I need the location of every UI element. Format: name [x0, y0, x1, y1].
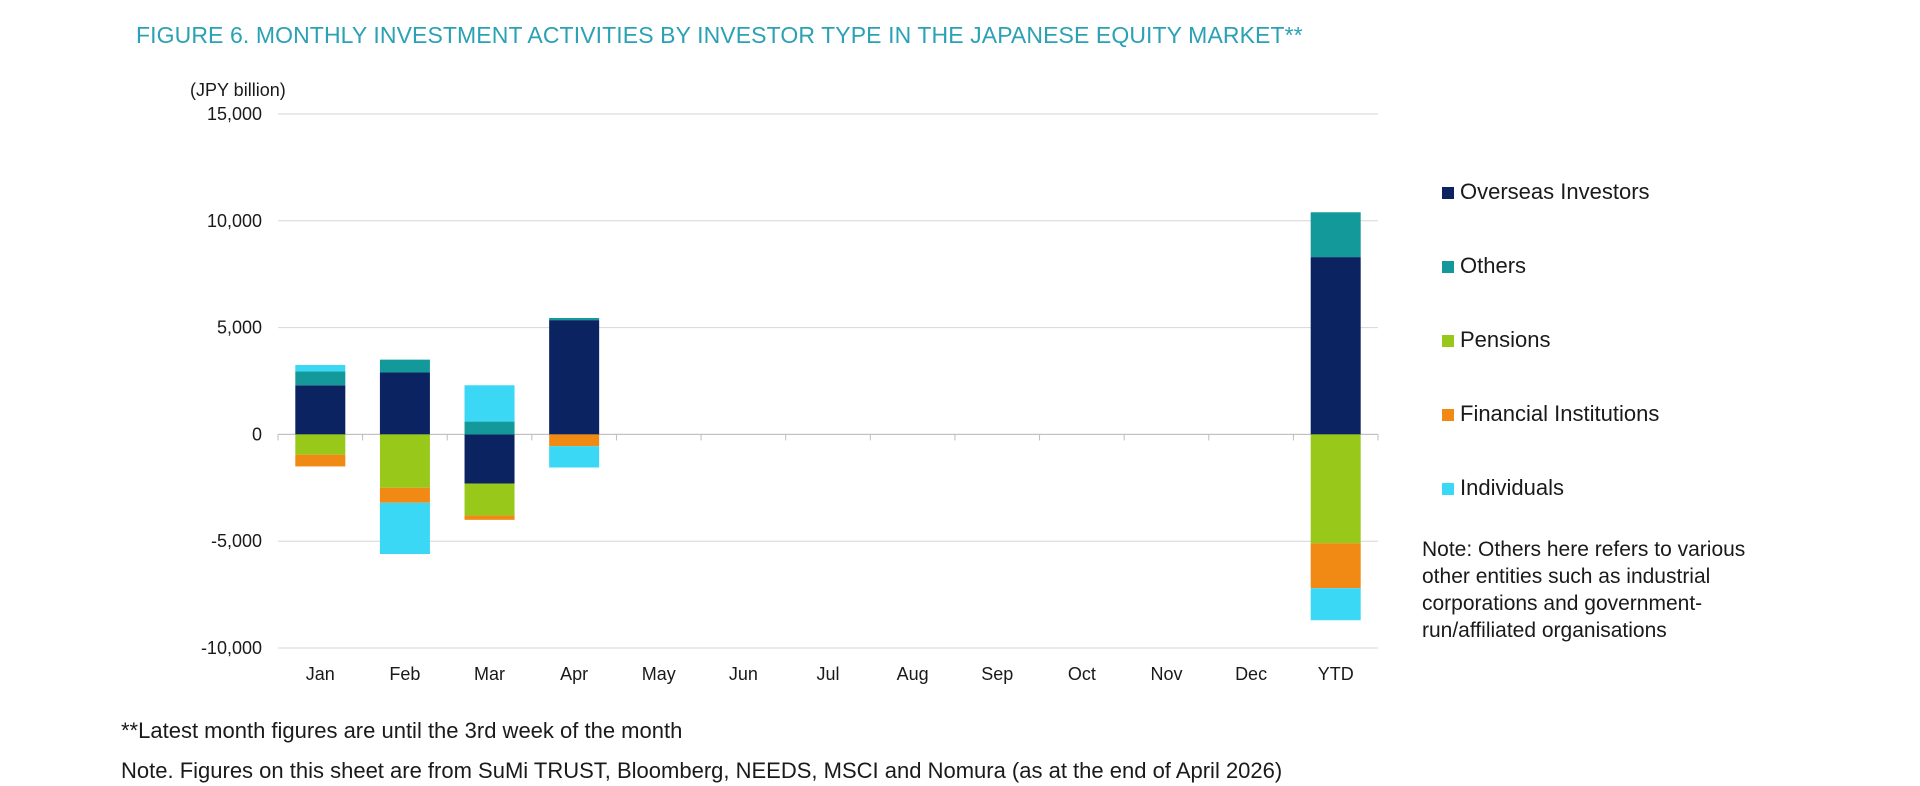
bar-segment: [295, 385, 346, 435]
bar-segment: [379, 372, 430, 435]
y-axis-unit-label: (JPY billion): [190, 80, 286, 100]
x-tick-label: Oct: [1068, 664, 1096, 684]
x-tick-label: Jan: [306, 664, 335, 684]
x-tick-label: Dec: [1235, 664, 1267, 684]
y-tick-label: -5,000: [211, 531, 262, 551]
bar-segment: [549, 320, 600, 435]
bar-segment: [295, 434, 346, 455]
legend-item: Individuals: [1442, 476, 1862, 500]
bar-segment: [1310, 588, 1361, 621]
bar-segment: [1310, 212, 1361, 258]
bar-segment: [549, 434, 600, 447]
x-tick-label: Jul: [816, 664, 839, 684]
legend-label: Financial Institutions: [1460, 401, 1660, 426]
x-tick-label: May: [642, 664, 676, 684]
bar-segment: [295, 364, 346, 372]
bar-segment: [464, 483, 515, 516]
bar-segment: [295, 454, 346, 467]
legend-item: Overseas Investors: [1442, 180, 1862, 204]
legend-swatch: [1442, 187, 1454, 199]
x-tick-label: Mar: [474, 664, 505, 684]
x-tick-label: Apr: [560, 664, 588, 684]
footnote-latest-month: **Latest month figures are until the 3rd…: [121, 718, 683, 743]
x-tick-label: YTD: [1318, 664, 1354, 684]
x-tick-label: Aug: [897, 664, 929, 684]
y-tick-label: 0: [252, 424, 262, 444]
bar-segment: [1310, 434, 1361, 544]
legend-swatch: [1442, 335, 1454, 347]
x-tick-label: Sep: [981, 664, 1013, 684]
y-tick-label: 15,000: [207, 104, 262, 124]
legend-item: Others: [1442, 254, 1862, 278]
bar-segment: [379, 434, 430, 488]
legend-label: Individuals: [1460, 475, 1564, 500]
legend-label: Pensions: [1460, 327, 1551, 352]
bar-segment: [464, 385, 515, 422]
bar-segment: [464, 421, 515, 435]
x-tick-label: Feb: [389, 664, 420, 684]
side-note: Note: Others here refers to various othe…: [1422, 538, 1746, 642]
y-tick-label: 10,000: [207, 211, 262, 231]
footnote-source: Note. Figures on this sheet are from SuM…: [121, 758, 1283, 783]
chart-title: FIGURE 6. MONTHLY INVESTMENT ACTIVITIES …: [136, 22, 1303, 48]
bar-segment: [1310, 543, 1361, 589]
legend-item: Financial Institutions: [1442, 402, 1862, 426]
legend-swatch: [1442, 483, 1454, 495]
bar-segment: [549, 446, 600, 468]
legend-swatch: [1442, 409, 1454, 421]
bar-segment: [379, 502, 430, 555]
legend-swatch: [1442, 261, 1454, 273]
x-tick-label: Nov: [1150, 664, 1182, 684]
legend-item: Pensions: [1442, 328, 1862, 352]
bar-segment: [379, 487, 430, 503]
bar-segment: [295, 371, 346, 386]
x-tick-label: Jun: [729, 664, 758, 684]
bar-segment: [549, 317, 600, 321]
y-tick-label: 5,000: [217, 318, 262, 338]
bar-segment: [464, 434, 515, 484]
legend-label: Others: [1460, 253, 1527, 278]
bar-segment: [464, 515, 515, 520]
bar-segment: [1310, 257, 1361, 435]
legend-label: Overseas Investors: [1460, 179, 1650, 204]
legend: Overseas Investors Others Pensions Financia…: [1442, 180, 1862, 550]
y-tick-label: -10,000: [201, 638, 262, 658]
bar-segment: [379, 359, 430, 373]
